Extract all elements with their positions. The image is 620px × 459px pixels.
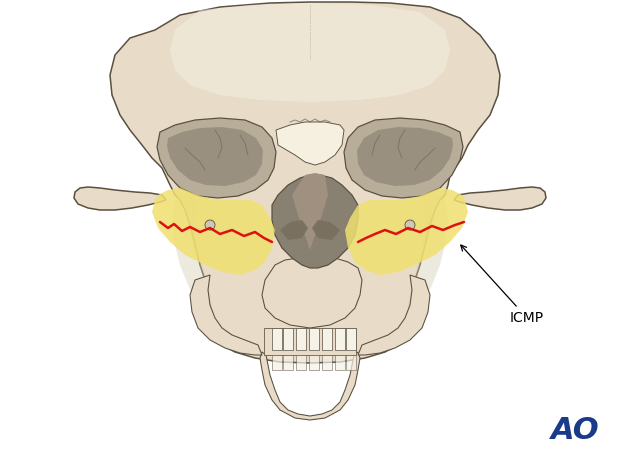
Polygon shape (190, 275, 262, 355)
Polygon shape (272, 328, 282, 350)
Circle shape (205, 220, 215, 230)
Polygon shape (408, 190, 448, 320)
Polygon shape (309, 355, 319, 370)
Polygon shape (172, 190, 212, 320)
Polygon shape (157, 118, 276, 198)
Polygon shape (322, 328, 332, 350)
Polygon shape (170, 3, 450, 102)
Polygon shape (167, 127, 263, 186)
Polygon shape (335, 328, 345, 350)
Polygon shape (272, 175, 358, 268)
Polygon shape (358, 275, 430, 355)
Polygon shape (280, 220, 308, 240)
Polygon shape (283, 355, 293, 370)
Polygon shape (276, 122, 344, 165)
Polygon shape (454, 187, 546, 210)
Polygon shape (309, 328, 319, 350)
Polygon shape (357, 127, 453, 186)
Polygon shape (335, 355, 345, 370)
Polygon shape (296, 355, 306, 370)
Polygon shape (292, 173, 328, 250)
Polygon shape (264, 328, 356, 355)
Polygon shape (74, 187, 166, 210)
Polygon shape (283, 328, 293, 350)
Polygon shape (344, 118, 463, 198)
Circle shape (405, 220, 415, 230)
Polygon shape (296, 328, 306, 350)
Polygon shape (110, 2, 500, 363)
Polygon shape (260, 352, 360, 420)
Polygon shape (322, 355, 332, 370)
Text: AO: AO (551, 415, 600, 444)
Polygon shape (272, 355, 282, 370)
Polygon shape (262, 257, 362, 328)
Polygon shape (346, 328, 356, 350)
Text: ICMP: ICMP (461, 245, 544, 325)
Polygon shape (345, 188, 468, 275)
Polygon shape (346, 355, 356, 370)
Polygon shape (312, 220, 340, 240)
Polygon shape (152, 188, 275, 275)
